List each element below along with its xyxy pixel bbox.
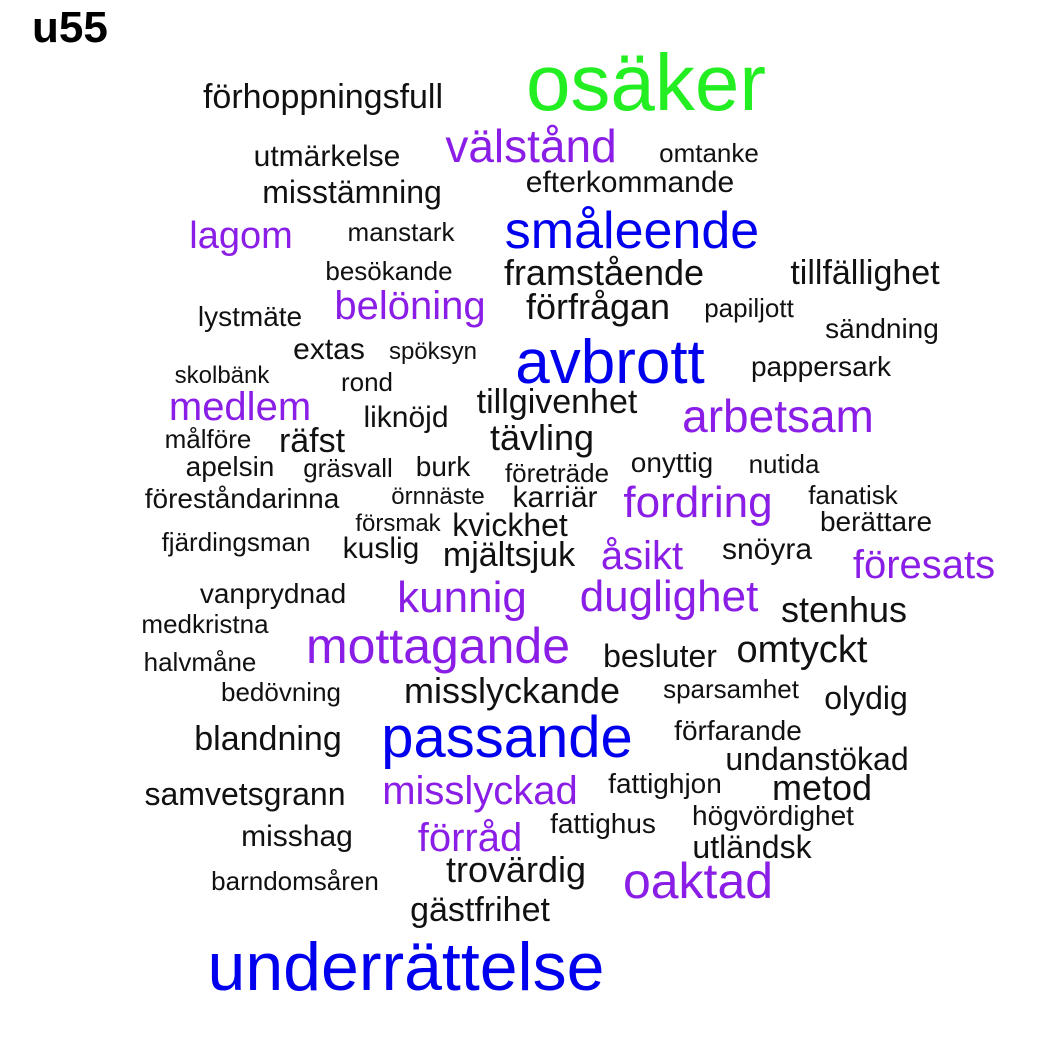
word-målföre: målföre [164,424,252,454]
word-fjärdingsman: fjärdingsman [161,527,311,557]
word-spöksyn: spöksyn [388,338,478,365]
word-metod: metod [771,767,873,808]
word-extas: extas [293,333,365,366]
word-oaktad: oaktad [622,853,774,909]
word-förråd: förråd [417,816,523,860]
word-berättare: berättare [819,506,933,537]
word-kunnig: kunnig [397,573,527,622]
word-medkristna: medkristna [141,609,269,639]
word-sparsamhet: sparsamhet [663,674,799,704]
word-lagom: lagom [189,215,293,257]
word-apelsin: apelsin [185,451,275,482]
word-mjältsjuk: mjältsjuk [442,536,576,574]
word-duglighet: duglighet [579,572,759,621]
word-gästfrihet: gästfrihet [410,891,550,929]
word-liknöjd: liknöjd [363,401,449,434]
word-kvickhet: kvickhet [452,507,568,543]
word-välstånd: välstånd [445,120,617,172]
word-kuslig: kuslig [342,532,420,565]
word-rond: rond [340,367,394,397]
word-förhoppningsfull: förhoppningsfull [202,78,444,116]
word-karriär: karriär [512,481,598,514]
word-osäker: osäker [525,38,767,127]
word-örnnäste: örnnäste [391,483,485,510]
word-företräde: företräde [504,458,610,488]
word-besökande: besökande [325,256,453,286]
word-misstämning: misstämning [262,174,442,210]
word-onyttig: onyttig [630,447,714,478]
word-misslyckad: misslyckad [382,769,578,813]
word-besluter: besluter [603,638,717,674]
word-samvetsgrann: samvetsgrann [144,776,346,812]
word-omtyckt: omtyckt [736,629,868,671]
word-fattighus: fattighus [550,808,656,839]
word-skolbänk: skolbänk [174,362,270,389]
word-åsikt: åsikt [600,534,684,578]
word-omtanke: omtanke [659,138,759,168]
word-gräsvall: gräsvall [303,453,393,483]
word-småleende: småleende [504,202,760,260]
word-cloud-title: u55 [32,3,108,52]
word-fattighjon: fattighjon [608,768,722,799]
word-framstående: framstående [503,252,705,293]
word-halvmåne: halvmåne [143,647,257,677]
word-trovärdig: trovärdig [445,849,587,890]
word-förfrågan: förfrågan [525,286,671,327]
word-tillfällighet: tillfällighet [790,254,940,292]
word-tävling: tävling [489,417,595,458]
word-högvördighet: högvördighet [692,800,854,831]
word-fanatisk: fanatisk [808,480,898,510]
word-stenhus: stenhus [780,589,908,630]
word-försmak: försmak [355,510,441,537]
word-pappersark: pappersark [750,351,892,382]
word-passande: passande [381,705,633,770]
word-medlem: medlem [168,385,312,429]
word-utländsk: utländsk [692,829,812,865]
word-föreståndarinna: föreståndarinna [144,483,340,514]
word-mottagande: mottagande [305,618,571,674]
word-belöning: belöning [334,284,486,328]
word-avbrott: avbrott [515,328,705,397]
word-fordring: fordring [623,478,773,527]
word-misshag: misshag [241,820,353,853]
word-räfst: räfst [278,422,346,460]
word-efterkommande: efterkommande [525,166,735,199]
word-papiljott: papiljott [704,293,794,323]
word-blandning: blandning [194,720,342,758]
word-föresats: föresats [852,543,996,587]
word-underrättelse: underrättelse [207,929,605,1005]
word-arbetsam: arbetsam [682,390,874,442]
word-bedövning: bedövning [221,677,341,707]
word-burk: burk [415,451,471,482]
word-nutida: nutida [748,449,820,479]
word-sändning: sändning [825,313,939,344]
word-förfarande: förfarande [674,715,802,746]
word-tillgivenhet: tillgivenhet [476,383,638,421]
word-utmärkelse: utmärkelse [253,140,401,173]
word-barndomsåren: barndomsåren [211,866,379,896]
word-manstark: manstark [347,217,455,247]
word-lystmäte: lystmäte [197,301,303,332]
word-vanprydnad: vanprydnad [199,578,347,609]
word-misslyckande: misslyckande [403,670,621,711]
word-olydig: olydig [824,680,908,716]
word-undanstökad: undanstökad [725,741,909,777]
word-snöyra: snöyra [721,533,813,566]
